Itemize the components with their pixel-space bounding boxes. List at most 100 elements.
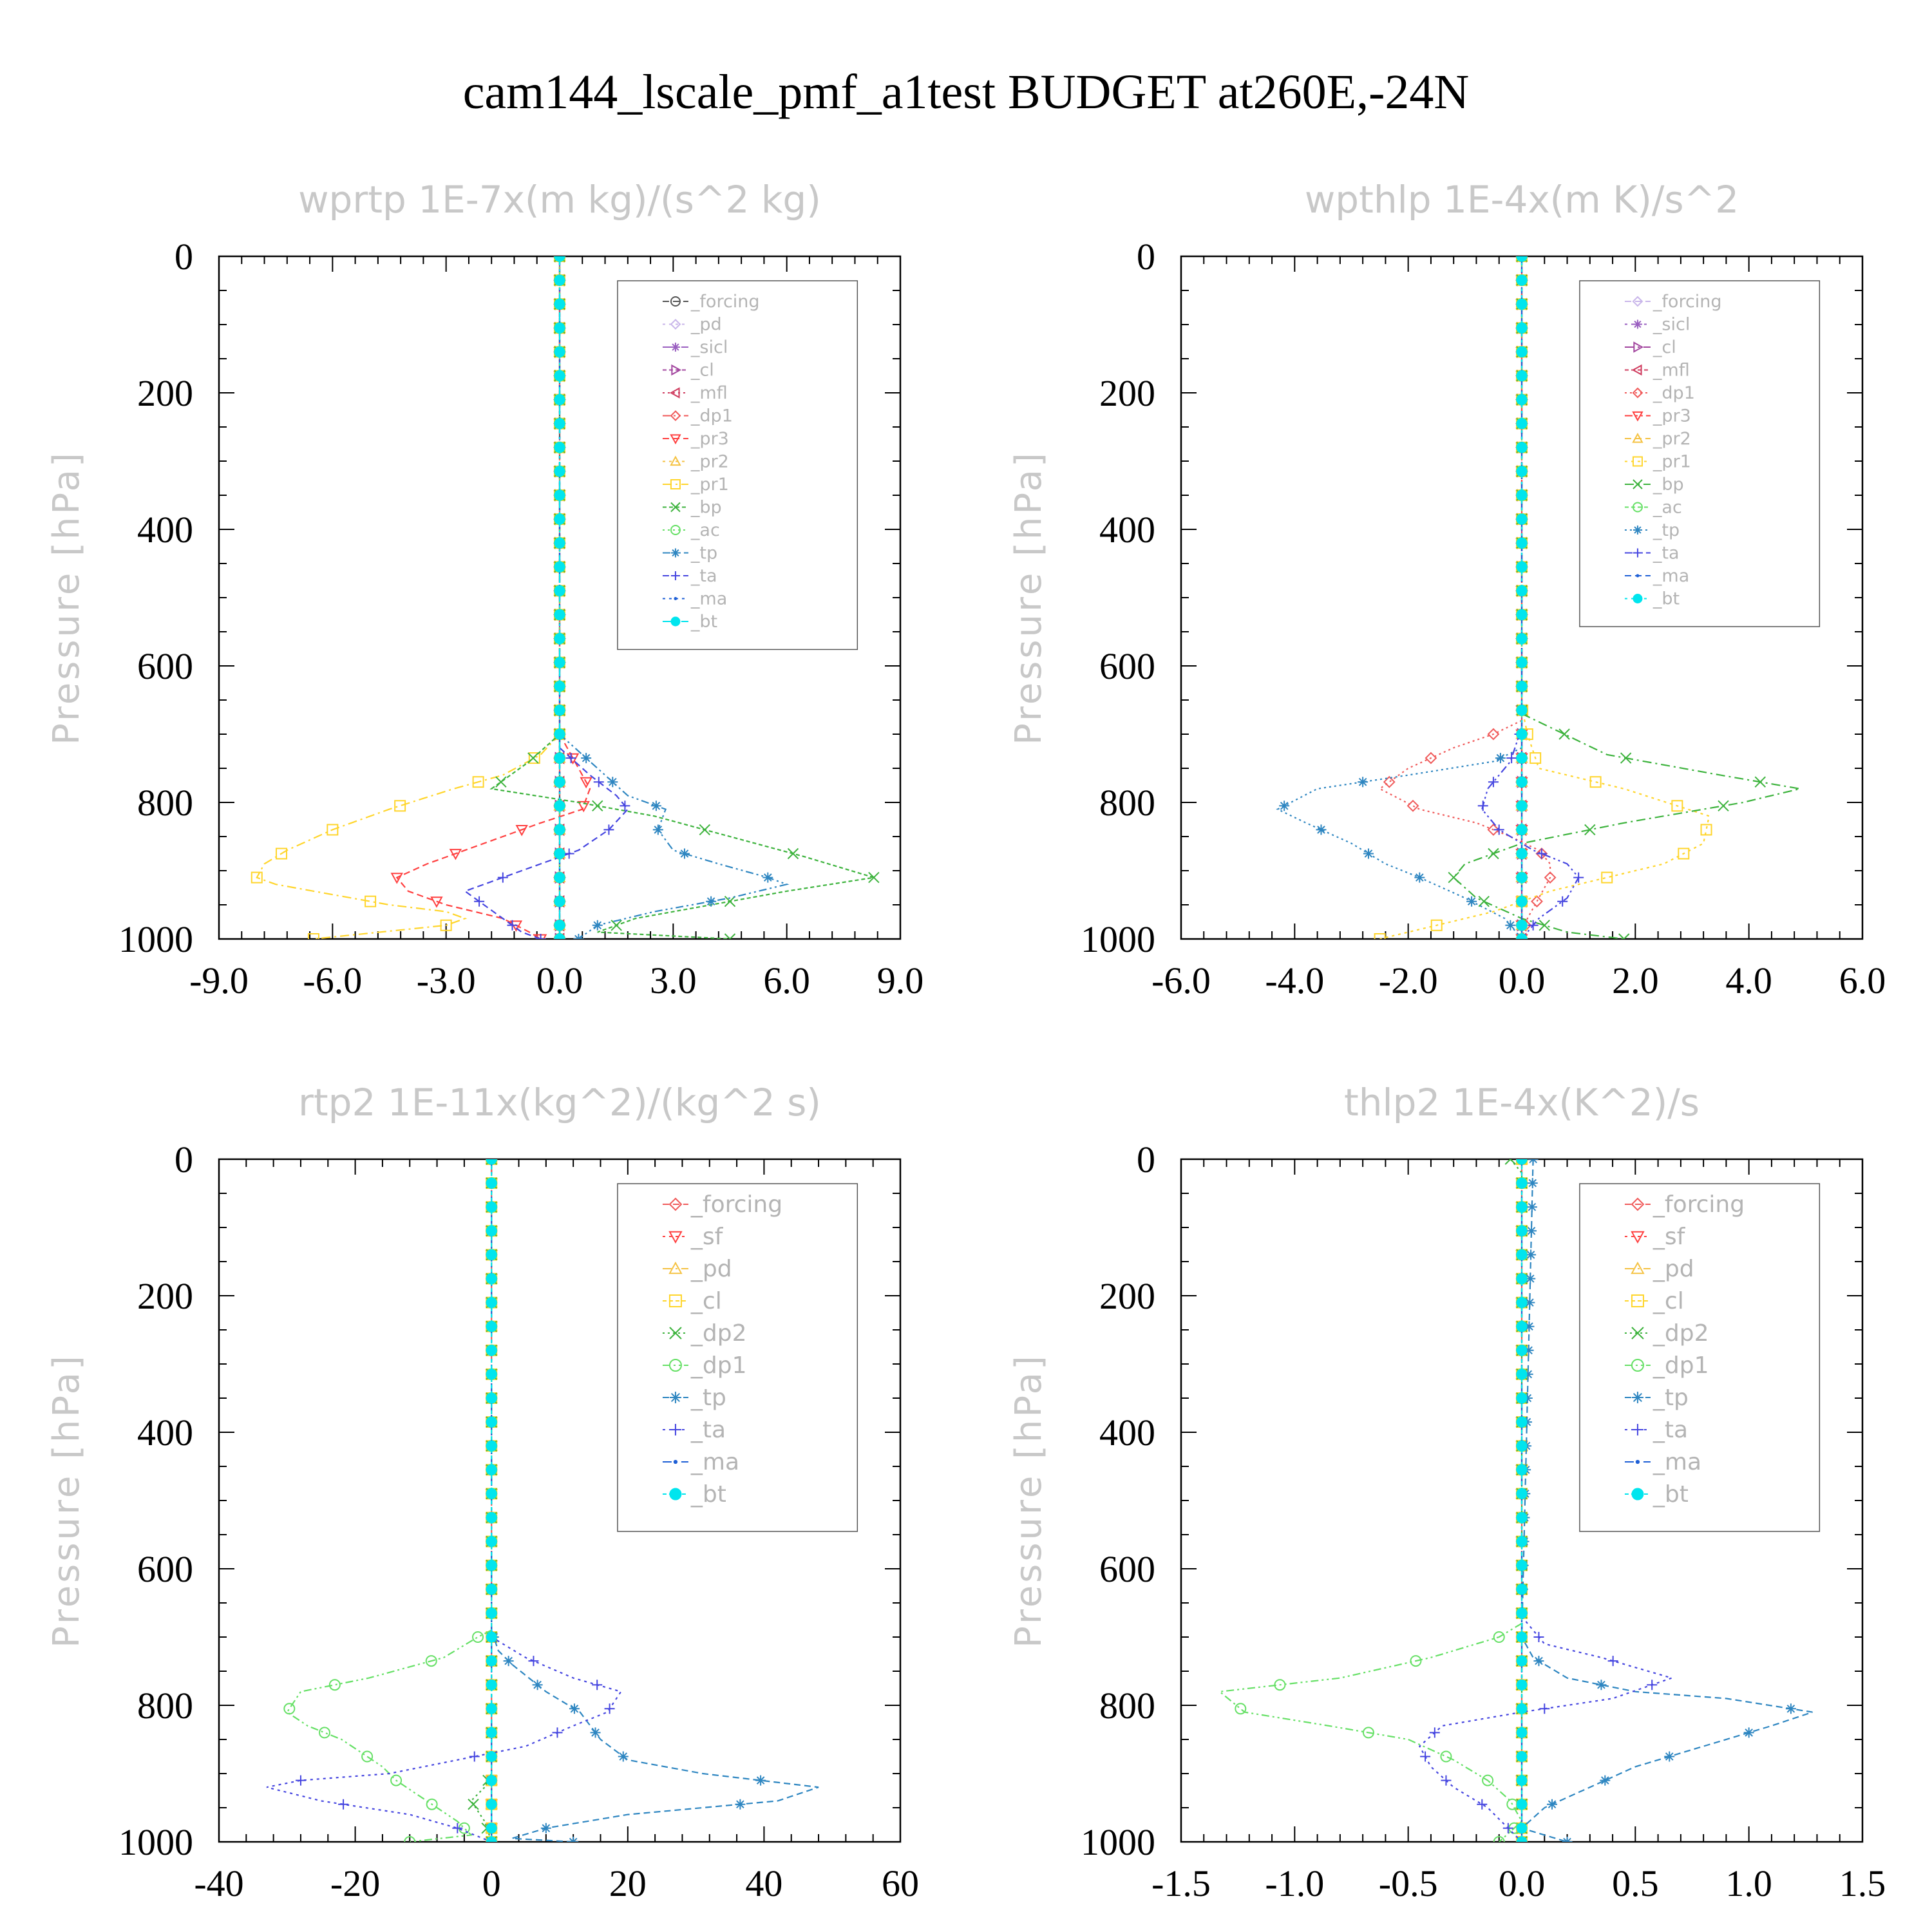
series-ta <box>266 1159 622 1842</box>
data-point <box>580 777 592 789</box>
data-point <box>1516 1775 1528 1786</box>
data-point <box>486 1249 497 1260</box>
y-tick-label: 0 <box>175 1139 193 1180</box>
legend: _forcing _sicl_cl _mfl_dp1 _pr3 _pr2 _pr1 _bp _… <box>1579 280 1821 627</box>
data-point <box>592 1680 603 1690</box>
x-tick-label: 9.0 <box>877 960 924 1001</box>
data-point <box>554 418 565 430</box>
legend-label: _ma <box>1653 566 1689 586</box>
data-point <box>1607 1656 1618 1667</box>
data-point <box>554 705 565 716</box>
data-point <box>1430 919 1443 931</box>
legend-label: _forcing <box>1653 1191 1745 1218</box>
data-point <box>338 1799 349 1810</box>
data-point <box>1589 776 1602 788</box>
y-tick-label: 200 <box>137 372 193 414</box>
legend-entry: _ma <box>1624 1449 1701 1475</box>
data-point <box>486 1751 497 1762</box>
y-tick-label: 800 <box>1099 782 1155 824</box>
data-point <box>1530 752 1542 764</box>
data-point <box>554 394 565 406</box>
data-point <box>603 824 614 835</box>
legend-entry: _tp <box>1624 1385 1689 1411</box>
legend-entry: _dp2 <box>1624 1320 1709 1347</box>
data-point <box>1516 752 1528 764</box>
legend-entry: _ta <box>662 566 717 586</box>
data-point <box>554 466 565 477</box>
data-point <box>1516 418 1528 430</box>
series-dp1 <box>1218 1159 1528 1842</box>
legend-marker <box>670 410 681 421</box>
legend-entry: _forcing <box>662 292 760 312</box>
legend-marker <box>670 434 681 445</box>
legend-entry: _pr3 <box>1624 406 1691 426</box>
data-point <box>554 800 565 811</box>
data-point <box>486 1607 497 1619</box>
legend-label: _ta <box>690 566 717 586</box>
legend-entry: _bt <box>662 612 717 632</box>
legend-label: _pr1 <box>690 475 729 495</box>
legend-label: _tp <box>690 544 717 564</box>
x-tick-label: 0 <box>482 1862 501 1904</box>
y-tick-label: 400 <box>1099 509 1155 551</box>
legend-label: _bt <box>1653 1481 1689 1508</box>
legend-marker <box>668 1231 683 1244</box>
data-point <box>1516 1560 1528 1571</box>
y-axis-label: Pressure [hPa] <box>46 1353 88 1648</box>
legend-entry: _ma <box>662 1449 739 1475</box>
data-point <box>1516 1655 1528 1667</box>
y-tick-label: 600 <box>137 1548 193 1590</box>
legend-label: _dp1 <box>690 406 733 426</box>
data-point <box>607 777 618 788</box>
legend-label: _tp <box>1653 520 1680 540</box>
legend-label: _pr2 <box>690 452 729 472</box>
legend-box <box>617 1183 858 1532</box>
data-point <box>699 824 711 836</box>
legend: _forcing _sf _pd _cl _dp2 _dp1 _tp _ta _ma _bt <box>617 1183 858 1532</box>
series-dp1 <box>1378 256 1557 939</box>
data-point <box>486 1512 497 1523</box>
data-point <box>486 1273 497 1284</box>
legend-label: _bt <box>690 1481 726 1508</box>
y-tick-label: 800 <box>137 1685 193 1727</box>
series-bt <box>1516 256 1528 939</box>
legend-entry: _cl <box>1624 337 1676 357</box>
data-point <box>486 1584 497 1595</box>
series-bt <box>486 1159 497 1842</box>
data-point <box>1362 1727 1374 1739</box>
y-tick-label: 200 <box>1099 1275 1155 1317</box>
data-point <box>1493 824 1504 835</box>
legend-marker <box>670 616 681 627</box>
data-point <box>532 1680 543 1690</box>
series-ta <box>1477 256 1584 939</box>
legend-marker <box>670 455 681 466</box>
data-point <box>1516 1836 1528 1842</box>
data-point <box>593 777 604 788</box>
legend-entry: _dp2 <box>662 1320 747 1347</box>
data-point <box>515 825 528 837</box>
data-point <box>1536 848 1547 859</box>
data-point <box>486 1225 497 1236</box>
data-point <box>1374 933 1386 939</box>
legend-label: _tp <box>690 1385 726 1411</box>
data-point <box>1516 1536 1528 1548</box>
data-point <box>1516 1321 1528 1332</box>
legend-box <box>617 280 858 650</box>
data-point <box>1487 823 1500 836</box>
data-point <box>1526 1202 1537 1213</box>
series-line <box>1452 713 1801 939</box>
series-line <box>489 734 875 939</box>
panels-container: wprtp 1E-7x(m kg)/(s^2 kg) Pressure [hPa]… <box>46 178 1886 1904</box>
data-point <box>568 1837 579 1842</box>
legend-entry: _forcing <box>1624 292 1722 312</box>
data-point <box>554 609 565 620</box>
legend-marker <box>1631 1488 1644 1501</box>
y-tick-label: 200 <box>137 1275 193 1317</box>
data-point <box>1516 346 1528 357</box>
data-point <box>1528 1159 1539 1164</box>
data-point <box>1785 1703 1796 1714</box>
legend: _forcing _pd_sicl _cl_mfl _dp1 _pr3 _pr2 _pr1 _… <box>617 280 858 650</box>
data-point <box>1743 1727 1754 1738</box>
panel-title: wprtp 1E-7x(m kg)/(s^2 kg) <box>298 178 821 222</box>
legend-marker <box>1633 319 1642 329</box>
